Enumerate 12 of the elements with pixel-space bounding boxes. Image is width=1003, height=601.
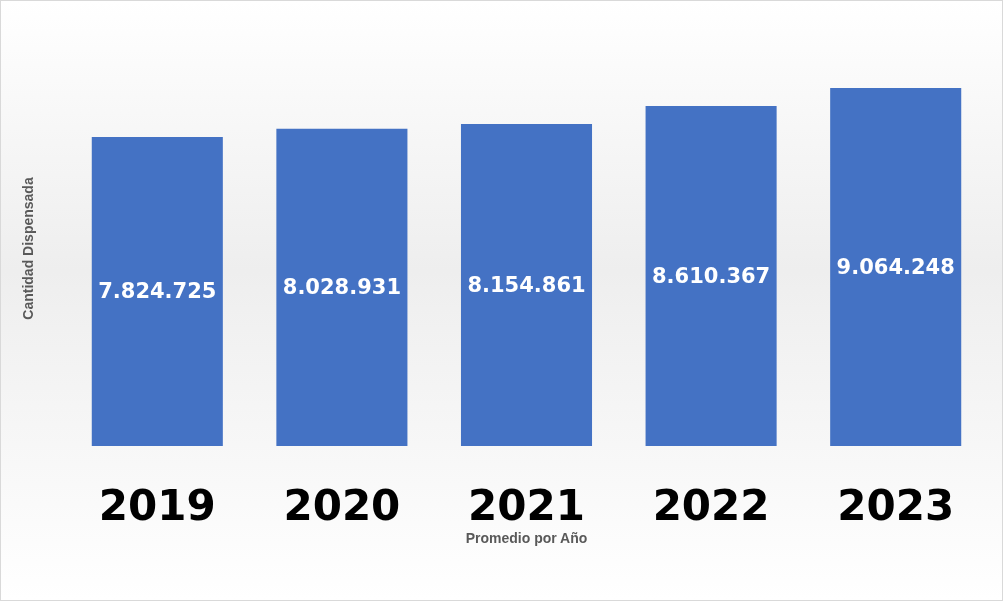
x-tick-label: 2021	[468, 480, 585, 530]
data-label: 8.028.931	[282, 275, 402, 300]
x-axis-title: Promedio por Año	[465, 529, 588, 546]
data-label: 8.610.367	[651, 263, 771, 288]
data-label: 9.064.248	[836, 254, 955, 279]
x-tick-label: 2023	[837, 480, 955, 530]
data-label: 8.154.861	[467, 272, 586, 297]
y-axis-title: Cantidad Dispensada	[20, 177, 36, 320]
x-tick-label: 2020	[283, 480, 401, 530]
data-label: 7.824.725	[98, 279, 217, 304]
x-tick-label: 2019	[98, 480, 216, 530]
x-tick-label: 2022	[652, 480, 770, 530]
